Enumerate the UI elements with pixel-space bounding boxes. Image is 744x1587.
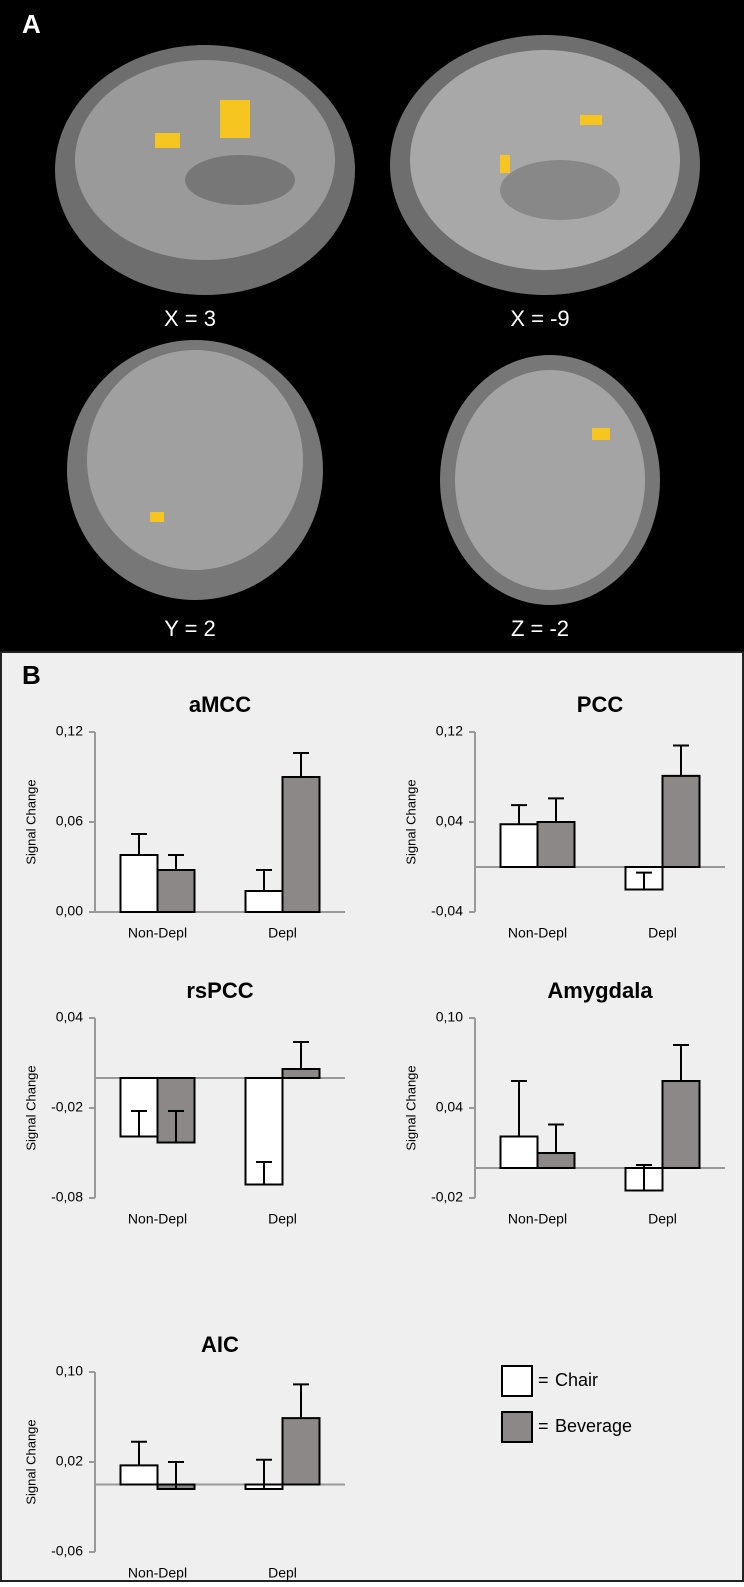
y-axis-label: Signal Change: [23, 779, 38, 864]
image-caption: Y = 2: [164, 616, 216, 641]
legend-prefix: =: [538, 1370, 549, 1390]
legend-swatch: [501, 1411, 533, 1443]
bar: [119, 1464, 159, 1486]
y-tick-label: 0,12: [436, 723, 463, 739]
error-bar: [673, 744, 689, 776]
error-bar: [256, 1458, 272, 1489]
error-bar: [293, 752, 309, 777]
y-tick-label: 0,04: [436, 813, 463, 829]
bar: [499, 823, 539, 868]
y-tick-label: -0,06: [51, 1543, 83, 1559]
x-tick-label: Non-Depl: [508, 925, 567, 941]
y-tick-label: -0,04: [431, 903, 463, 919]
x-tick-label: Non-Depl: [128, 1565, 187, 1581]
bar: [244, 890, 284, 913]
y-tick-label: -0,02: [431, 1189, 463, 1205]
error-bar: [511, 1080, 527, 1137]
error-bar: [548, 797, 564, 822]
error-bar: [168, 1110, 184, 1143]
brain-image: [440, 355, 660, 605]
image-caption: X = -9: [510, 306, 569, 331]
panel-b-background: [0, 651, 744, 1582]
y-tick-label: -0,08: [51, 1189, 83, 1205]
error-bar: [168, 1461, 184, 1489]
x-tick-label: Depl: [268, 925, 297, 941]
y-tick-label: 0,00: [56, 903, 83, 919]
y-tick-label: 0,06: [56, 813, 83, 829]
bar: [281, 1417, 321, 1486]
x-tick-label: Non-Depl: [508, 1211, 567, 1227]
error-bar: [131, 1440, 147, 1466]
x-tick-label: Depl: [648, 925, 677, 941]
error-bar: [293, 1383, 309, 1419]
brain-image: [390, 35, 700, 295]
error-bar: [168, 854, 184, 870]
legend-prefix: =: [538, 1416, 549, 1436]
chart-title: PCC: [577, 692, 624, 717]
error-bar: [256, 1161, 272, 1185]
y-tick-label: 0,02: [56, 1453, 83, 1469]
y-axis-label: Signal Change: [403, 1065, 418, 1150]
x-tick-label: Depl: [268, 1211, 297, 1227]
bar: [119, 854, 159, 913]
bar: [661, 774, 701, 868]
y-tick-label: 0,04: [56, 1009, 83, 1025]
bar: [281, 776, 321, 913]
chart-title: aMCC: [189, 692, 251, 717]
y-tick-label: 0,04: [436, 1099, 463, 1115]
legend-swatch: [501, 1365, 533, 1397]
chart-title: Amygdala: [547, 978, 653, 1003]
y-tick-label: 0,10: [56, 1363, 83, 1379]
error-bar: [636, 871, 652, 890]
y-axis-label: Signal Change: [23, 1065, 38, 1150]
error-bar: [131, 1110, 147, 1137]
error-bar: [673, 1044, 689, 1081]
error-bar: [511, 804, 527, 825]
image-caption: Z = -2: [511, 616, 569, 641]
error-bar: [636, 1164, 652, 1191]
bar: [281, 1068, 321, 1079]
error-bar: [548, 1123, 564, 1153]
bar: [536, 1152, 576, 1169]
bar: [156, 869, 196, 913]
error-bar: [256, 869, 272, 891]
error-bar: [293, 1041, 309, 1069]
chart-title: AIC: [201, 1332, 239, 1357]
x-tick-label: Depl: [648, 1211, 677, 1227]
chart-title: rsPCC: [186, 978, 253, 1003]
brain-image: [67, 340, 323, 600]
x-tick-label: Non-Depl: [128, 925, 187, 941]
panel-label: A: [22, 9, 41, 39]
x-tick-label: Depl: [268, 1565, 297, 1581]
y-axis-label: Signal Change: [403, 779, 418, 864]
y-tick-label: 0,10: [436, 1009, 463, 1025]
panel-label: B: [22, 660, 41, 690]
y-tick-label: 0,12: [56, 723, 83, 739]
x-tick-label: Non-Depl: [128, 1211, 187, 1227]
bar: [536, 821, 576, 868]
brain-image: [55, 45, 355, 295]
bar: [499, 1135, 539, 1169]
error-bar: [131, 833, 147, 855]
legend-label: Chair: [555, 1370, 598, 1390]
bar: [661, 1080, 701, 1169]
image-caption: X = 3: [164, 306, 216, 331]
y-tick-label: -0,02: [51, 1099, 83, 1115]
legend-label: Beverage: [555, 1416, 632, 1436]
y-axis-label: Signal Change: [23, 1419, 38, 1504]
